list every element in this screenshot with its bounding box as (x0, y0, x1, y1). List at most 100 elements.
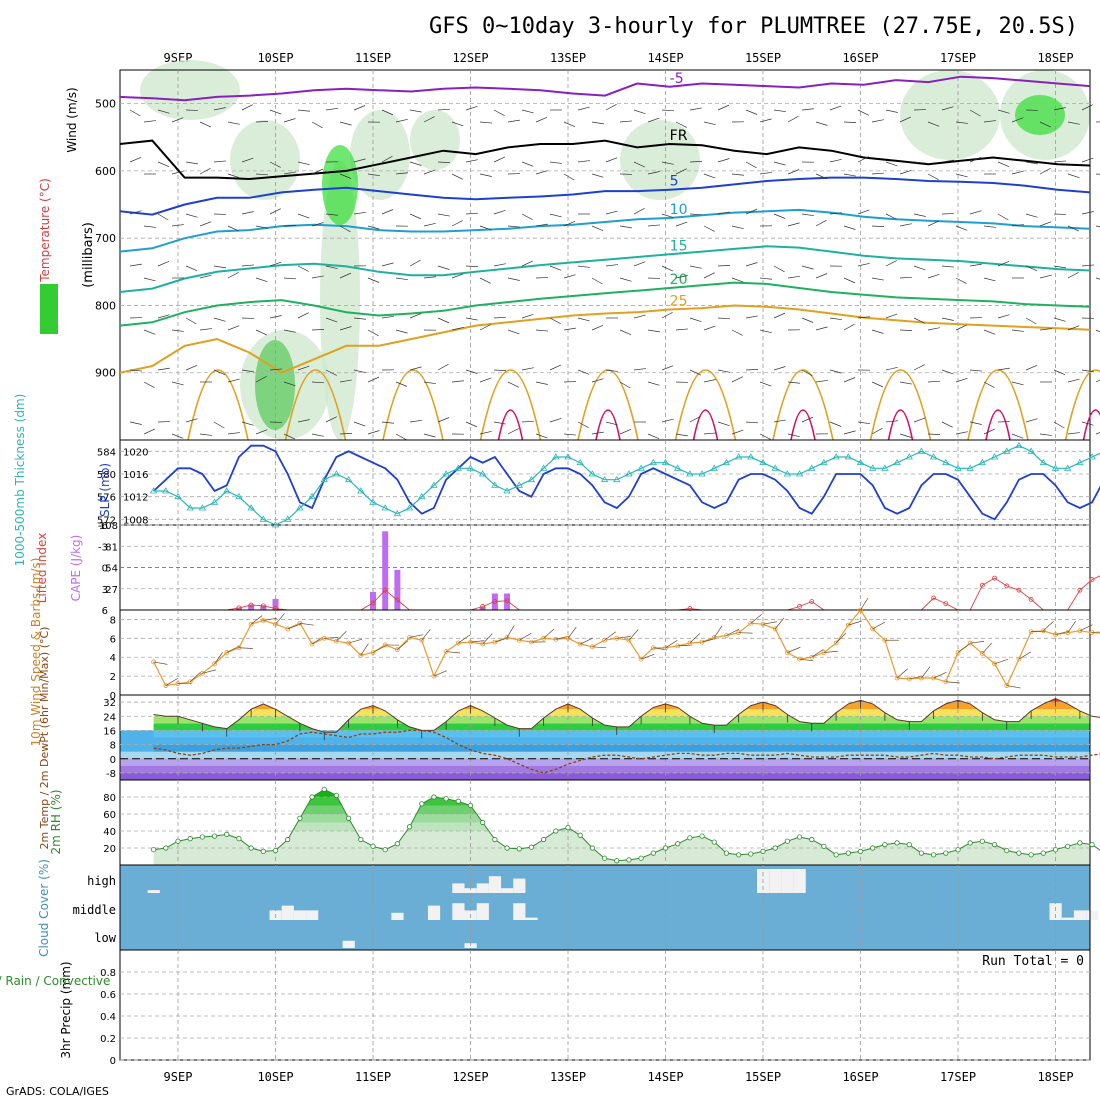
thickness-marker (942, 458, 950, 466)
wind-barb (129, 156, 142, 163)
slp-frame (119, 439, 1091, 526)
wind-marker (992, 661, 997, 667)
wind-barb (577, 421, 589, 428)
wind-barb (521, 161, 534, 167)
wind-marker (419, 637, 425, 643)
li-ytick: 3 (102, 585, 108, 596)
wind-barb (339, 272, 352, 279)
wind-barb (899, 169, 912, 175)
wind-barb (336, 631, 347, 642)
cape-bar (272, 598, 279, 610)
thickness-marker (564, 453, 572, 460)
wind-barb (619, 120, 632, 123)
wind-barb (1067, 620, 1077, 633)
li-ytick: -6 (98, 521, 108, 532)
temp-band (153, 758, 1090, 766)
wind-barb (297, 365, 310, 371)
upper-legend-temp: Temperature (°C) (38, 178, 52, 283)
wind-barb (633, 368, 646, 371)
wind-marker (309, 641, 315, 647)
wind-barb (1081, 421, 1094, 426)
wind-barb (185, 317, 197, 325)
wind-barb (479, 173, 492, 177)
wind-barb (955, 431, 968, 435)
thickness-marker (369, 498, 377, 505)
wind-barb (1039, 168, 1051, 175)
temp-bands (153, 698, 1090, 780)
warm-contour (479, 369, 542, 441)
hot-contour (790, 409, 816, 441)
thickness-marker (759, 458, 767, 466)
lifted-marker (260, 603, 266, 609)
wind-barb (521, 313, 534, 319)
lifted-label: Lifted Index (35, 533, 49, 604)
date-label-bottom: 17SEP (940, 1070, 976, 1084)
wind-barb (927, 433, 941, 435)
warm-contour (967, 369, 1029, 441)
wind-barb (745, 262, 758, 267)
rh-marker (382, 847, 388, 853)
thickness-marker (856, 458, 865, 466)
wind-barb (647, 381, 660, 386)
wind-ytick: 0 (110, 691, 116, 702)
thickness-marker (259, 515, 268, 522)
wind-ytick: 8 (110, 615, 116, 626)
temp-band (153, 744, 1090, 752)
rh-marker (431, 794, 437, 800)
wind-barb (535, 223, 548, 227)
wind-barb (171, 329, 184, 332)
wind-barb (269, 208, 281, 215)
wind-barb (927, 173, 939, 180)
date-label-top: 14SEP (647, 51, 683, 65)
temp-ytick: 16 (103, 726, 116, 737)
slp-ytick-left: 580 (97, 470, 116, 481)
wind-barb (885, 260, 897, 267)
lifted-marker (992, 575, 997, 581)
wind-barb (759, 171, 772, 175)
wind-marker (931, 675, 937, 681)
wind-barb (250, 615, 263, 625)
rh-marker (711, 839, 717, 845)
thickness-marker (1015, 441, 1023, 449)
cape-label: CAPE (J/kg) (69, 535, 83, 602)
wind-barb (129, 369, 142, 372)
wind-barb (171, 117, 184, 123)
wind-marker (565, 635, 571, 641)
wind-marker (1016, 656, 1022, 662)
cape-bar (235, 607, 242, 610)
wind-barb (283, 381, 296, 387)
wind-barb (479, 121, 492, 124)
wind-barb (955, 173, 968, 178)
precip-ytick: 0.2 (100, 1034, 116, 1045)
wind-barb (283, 277, 296, 280)
wind-barb (970, 641, 985, 644)
wind-barb (713, 625, 723, 638)
wind-barb (1067, 225, 1080, 232)
temp-band (153, 698, 1090, 703)
wind-barb (945, 681, 960, 684)
wind-barb (957, 643, 970, 653)
wind-marker (955, 650, 961, 655)
wind-barb (731, 173, 744, 176)
wind-barb (372, 645, 386, 653)
thickness-marker (868, 464, 877, 471)
wind-barb (577, 369, 590, 375)
wind-barb (675, 168, 687, 175)
wind-barb (969, 109, 981, 117)
wind-barb (885, 313, 898, 319)
temp-ytick: 8 (110, 741, 116, 752)
wind-barb (360, 643, 369, 656)
wind-barb (143, 120, 156, 123)
wind-barb (493, 369, 507, 371)
date-label-bottom: 9SEP (164, 1070, 193, 1084)
wind-barb (451, 121, 464, 127)
wind-barb (521, 213, 533, 220)
thickness-marker (186, 504, 194, 511)
cloud-block (501, 888, 514, 893)
wind-marker (809, 654, 815, 660)
wind-barb (835, 632, 847, 644)
wind-marker (711, 634, 717, 640)
thickness-marker (576, 458, 584, 466)
wind-barb (143, 381, 155, 388)
warm-contour (577, 369, 639, 441)
